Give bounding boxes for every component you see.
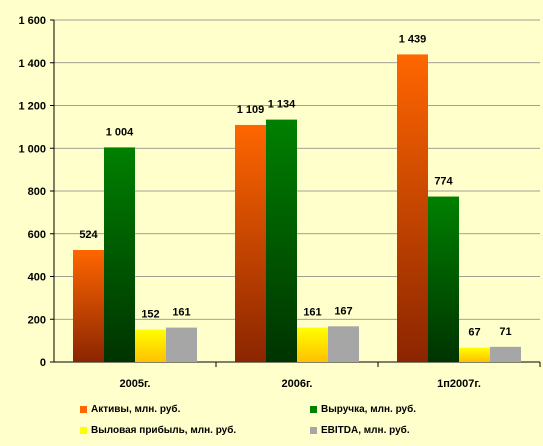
legend-label-ebitda: EBITDA, млн. руб. bbox=[321, 425, 410, 436]
bar bbox=[266, 119, 297, 362]
data-labels: 524 1 004 152 161 1 109 1 134 161 167 1 439 774 67… bbox=[79, 33, 511, 338]
legend-swatch-assets bbox=[80, 406, 87, 413]
legend-item-gross-profit: Выловая прибыль, млн. руб. bbox=[80, 425, 310, 436]
y-tick-label: 400 bbox=[28, 272, 46, 284]
bar bbox=[135, 329, 166, 362]
legend: Активы, млн. руб. Выручка, млн. руб. Выл… bbox=[80, 404, 480, 436]
bar bbox=[235, 124, 266, 362]
data-label: 1 004 bbox=[106, 126, 134, 138]
bar bbox=[297, 327, 328, 362]
data-label: 161 bbox=[303, 307, 321, 319]
data-label: 152 bbox=[141, 309, 159, 321]
y-tick-label: 800 bbox=[28, 186, 46, 198]
legend-item-ebitda: EBITDA, млн. руб. bbox=[310, 425, 480, 436]
legend-item-revenue: Выручка, млн. руб. bbox=[310, 404, 480, 415]
y-tick-label: 200 bbox=[28, 314, 46, 326]
data-label: 1 134 bbox=[268, 99, 296, 111]
bar bbox=[166, 327, 197, 362]
legend-swatch-ebitda bbox=[310, 427, 317, 434]
x-tick-label: 1п2007г. bbox=[437, 378, 481, 390]
y-tick-label: 1 200 bbox=[18, 101, 46, 113]
y-tick-label: 1 600 bbox=[18, 15, 46, 27]
bar bbox=[459, 347, 490, 362]
bar bbox=[490, 346, 521, 362]
bar bbox=[104, 147, 135, 362]
bar bbox=[328, 326, 359, 362]
chart-plot: 0 200 400 600 800 1 000 1 200 1 400 1 600 2005г. 2… bbox=[18, 15, 541, 390]
data-label: 524 bbox=[79, 229, 98, 241]
data-label: 1 109 bbox=[237, 104, 265, 116]
data-label: 1 439 bbox=[399, 33, 427, 45]
y-tick-label: 1 000 bbox=[18, 143, 46, 155]
y-tick-label: 0 bbox=[40, 357, 46, 369]
y-tick-label: 600 bbox=[28, 229, 46, 241]
data-label: 774 bbox=[434, 176, 453, 188]
bar bbox=[397, 54, 428, 362]
legend-label-assets: Активы, млн. руб. bbox=[91, 404, 181, 415]
legend-item-assets: Активы, млн. руб. bbox=[80, 404, 310, 415]
data-label: 161 bbox=[172, 307, 190, 319]
data-label: 167 bbox=[334, 305, 352, 317]
data-label: 67 bbox=[468, 327, 480, 339]
bar bbox=[428, 196, 459, 362]
legend-swatch-revenue bbox=[310, 406, 317, 413]
y-tick-label: 1 400 bbox=[18, 58, 46, 70]
legend-label-gross-profit: Выловая прибыль, млн. руб. bbox=[91, 425, 237, 436]
bars bbox=[73, 54, 521, 362]
legend-label-revenue: Выручка, млн. руб. bbox=[321, 404, 417, 415]
legend-swatch-gross-profit bbox=[80, 427, 87, 434]
x-tick-label: 2005г. bbox=[119, 378, 150, 390]
bar bbox=[73, 249, 104, 362]
x-tick-label: 2006г. bbox=[281, 378, 312, 390]
data-label: 71 bbox=[499, 326, 511, 338]
